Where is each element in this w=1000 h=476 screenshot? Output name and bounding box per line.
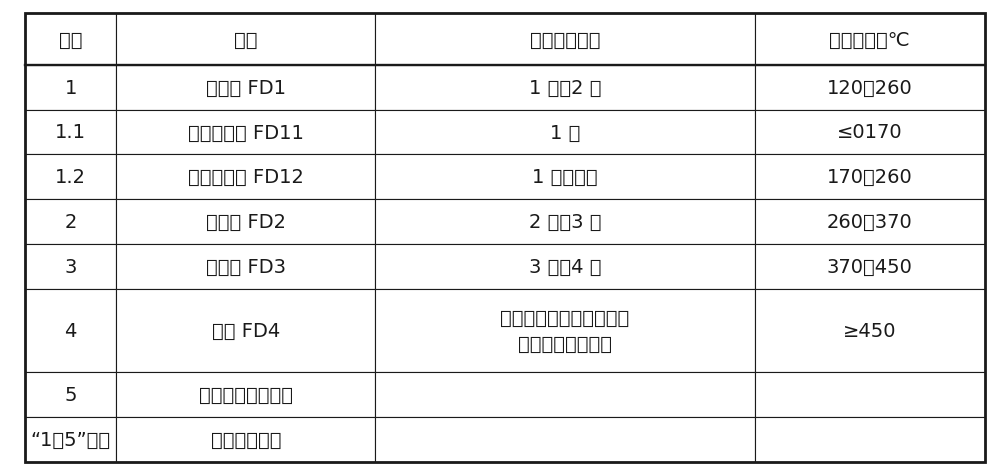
Bar xyxy=(755,200,985,244)
Text: 重馏分 FD3: 重馏分 FD3 xyxy=(206,258,286,276)
Text: 120～260: 120～260 xyxy=(827,79,913,98)
Bar xyxy=(25,155,116,200)
Bar xyxy=(25,372,116,417)
Text: 名称: 名称 xyxy=(234,30,258,50)
Bar xyxy=(25,244,116,289)
Bar xyxy=(755,244,985,289)
Bar xyxy=(755,110,985,155)
Text: 260～370: 260～370 xyxy=(827,213,913,231)
Bar xyxy=(755,372,985,417)
Text: 主要芳烃环数: 主要芳烃环数 xyxy=(530,30,600,50)
Text: 中馏分 FD2: 中馏分 FD2 xyxy=(206,213,286,231)
Bar xyxy=(116,244,375,289)
Text: 有机金属、超细灰: 有机金属、超细灰 xyxy=(199,385,293,404)
Bar xyxy=(375,417,755,462)
Text: “1～5”合计: “1～5”合计 xyxy=(31,430,111,449)
Bar xyxy=(755,289,985,372)
Text: 4: 4 xyxy=(64,321,77,340)
Bar xyxy=(375,110,755,155)
Bar xyxy=(375,200,755,244)
Text: 5: 5 xyxy=(64,385,77,404)
Text: 1 环: 1 环 xyxy=(550,123,580,142)
Text: 1 环、二环: 1 环、二环 xyxy=(532,168,598,187)
Text: 3: 3 xyxy=(64,258,77,276)
Text: 1: 1 xyxy=(64,79,77,98)
Bar xyxy=(25,289,116,372)
Bar xyxy=(25,110,116,155)
Text: 稠环芳烃，稠环芳烃缔合
物、胶质、氥青质: 稠环芳烃，稠环芳烃缔合 物、胶质、氥青质 xyxy=(500,308,630,353)
Bar xyxy=(116,417,375,462)
Text: 370～450: 370～450 xyxy=(827,258,913,276)
Bar xyxy=(375,289,755,372)
Text: 1 环、2 环: 1 环、2 环 xyxy=(529,79,601,98)
Text: 轻馏分 FD1: 轻馏分 FD1 xyxy=(206,79,286,98)
Bar xyxy=(755,155,985,200)
Text: 1.1: 1.1 xyxy=(55,123,86,142)
Bar xyxy=(25,66,116,110)
Bar xyxy=(116,289,375,372)
Text: 1.2: 1.2 xyxy=(55,168,86,187)
Text: 第二轻馏分 FD12: 第二轻馏分 FD12 xyxy=(188,168,304,187)
Text: 3 环、4 环: 3 环、4 环 xyxy=(529,258,601,276)
Text: 第一轻馏分 FD11: 第一轻馏分 FD11 xyxy=(188,123,304,142)
Text: 编号: 编号 xyxy=(59,30,82,50)
Bar xyxy=(755,417,985,462)
Bar xyxy=(375,244,755,289)
Bar xyxy=(116,110,375,155)
Bar xyxy=(755,66,985,110)
Text: 170～260: 170～260 xyxy=(827,168,913,187)
Text: 2: 2 xyxy=(64,213,77,231)
Text: 常规汸程，℃: 常规汸程，℃ xyxy=(829,30,910,50)
Bar xyxy=(116,155,375,200)
Bar xyxy=(116,66,375,110)
Bar xyxy=(25,14,116,66)
Bar xyxy=(755,14,985,66)
Bar xyxy=(375,14,755,66)
Text: ≥450: ≥450 xyxy=(843,321,897,340)
Bar xyxy=(375,155,755,200)
Text: 全馏分煤焦油: 全馏分煤焦油 xyxy=(211,430,281,449)
Bar xyxy=(116,200,375,244)
Bar xyxy=(375,66,755,110)
Text: 2 环、3 环: 2 环、3 环 xyxy=(529,213,601,231)
Bar xyxy=(375,372,755,417)
Text: 渣油 FD4: 渣油 FD4 xyxy=(212,321,280,340)
Bar xyxy=(25,417,116,462)
Bar xyxy=(116,14,375,66)
Bar xyxy=(116,372,375,417)
Text: ≤0170: ≤0170 xyxy=(837,123,903,142)
Bar xyxy=(25,200,116,244)
